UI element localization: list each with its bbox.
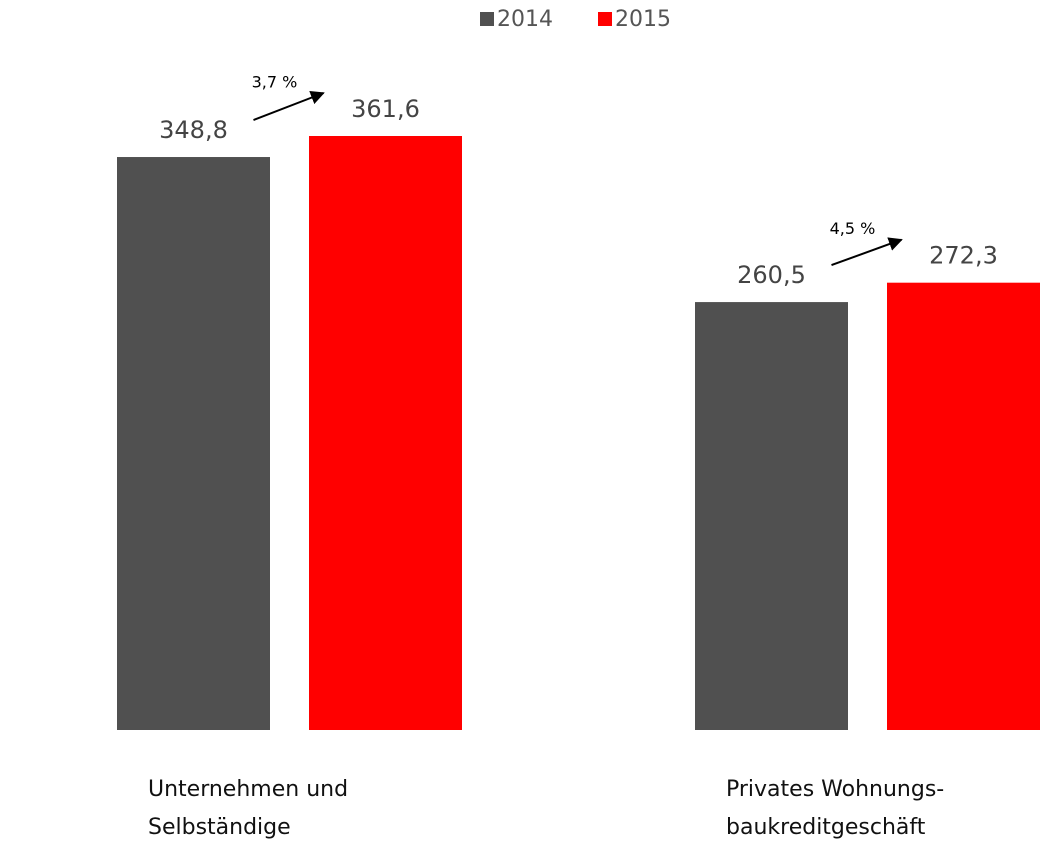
- legend-swatch: [598, 12, 612, 26]
- bar: [309, 136, 462, 730]
- value-label: 361,6: [351, 95, 420, 123]
- bar: [695, 302, 848, 730]
- value-label: 260,5: [737, 261, 806, 289]
- category-label: baukreditgeschäft: [726, 815, 926, 840]
- growth-arrow: [253, 91, 325, 121]
- bar: [117, 157, 270, 730]
- legend-label: 2015: [615, 7, 671, 32]
- category-label: Unternehmen und: [148, 777, 348, 802]
- value-label: 272,3: [929, 242, 998, 270]
- growth-annotation: 3,7 %: [252, 73, 298, 92]
- growth-annotation: 4,5 %: [830, 219, 876, 238]
- bar: [887, 282, 1040, 730]
- legend-swatch: [480, 12, 494, 26]
- value-label: 348,8: [159, 116, 228, 144]
- category-label: Privates Wohnungs-: [726, 777, 944, 802]
- growth-arrow: [831, 237, 903, 267]
- category-label: Selbständige: [148, 815, 291, 840]
- legend-label: 2014: [497, 7, 553, 32]
